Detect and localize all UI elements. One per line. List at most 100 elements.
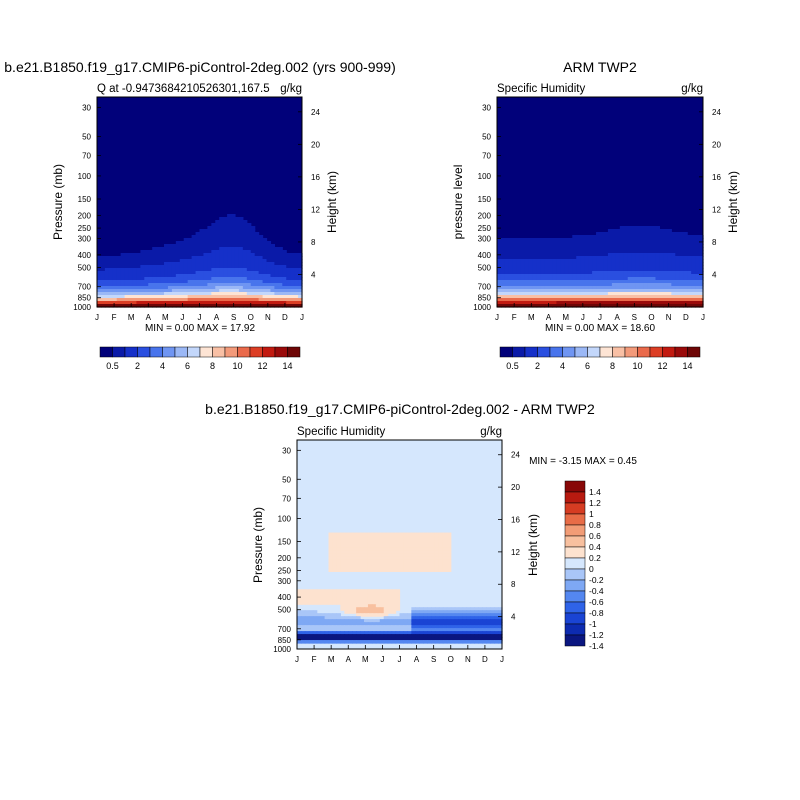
diff-heatmap-cell bbox=[336, 634, 341, 638]
obs-heatmap-cell bbox=[532, 244, 538, 248]
model-heatmap-cell bbox=[112, 286, 118, 290]
model-heatmap-cell bbox=[195, 280, 201, 284]
diff-heatmap-cell bbox=[383, 592, 389, 596]
obs-heatmap-cell bbox=[663, 244, 668, 248]
model-heatmap-cell bbox=[183, 301, 189, 305]
obs-heatmap-cell bbox=[639, 265, 645, 269]
diff-heatmap-cell bbox=[411, 613, 416, 617]
obs-heatmap-cell bbox=[675, 286, 680, 290]
obs-heatmap-cell bbox=[687, 250, 692, 254]
model-heatmap-cell bbox=[234, 241, 240, 245]
obs-heatmap-cell bbox=[540, 238, 546, 242]
model-heatmap-cell bbox=[290, 262, 295, 266]
diff-heatmap-cell bbox=[458, 607, 464, 611]
model-heatmap-cell bbox=[156, 259, 161, 263]
diff-heatmap-cell bbox=[403, 613, 408, 617]
diff-heatmap-cell bbox=[431, 613, 436, 617]
diff-heatmap-cell bbox=[356, 631, 361, 635]
diff-heatmap-cell bbox=[352, 541, 357, 546]
model-heatmap-cell bbox=[152, 286, 157, 290]
diff-heatmap-cell bbox=[450, 625, 456, 629]
diff-heatmap-cell bbox=[431, 622, 436, 626]
diff-heatmap-cell bbox=[297, 619, 302, 623]
model-heatmap-cell bbox=[156, 247, 161, 251]
diff-heatmap-cell bbox=[383, 544, 389, 549]
obs-heatmap-cell bbox=[556, 289, 561, 293]
diff-heatmap-cell bbox=[387, 619, 393, 623]
diff-heatmap-cell bbox=[312, 637, 318, 641]
model-heatmap-cell bbox=[246, 277, 252, 281]
obs-heatmap-cell bbox=[548, 244, 554, 248]
model-y-tick-label: 200 bbox=[78, 211, 92, 220]
diff-heatmap-cell bbox=[367, 544, 373, 549]
obs-heatmap-cell bbox=[635, 253, 641, 257]
model-heatmap-cell bbox=[164, 295, 169, 299]
model-heatmap-cell bbox=[104, 265, 110, 269]
diff-heatmap-cell bbox=[391, 565, 397, 569]
obs-heatmap-cell bbox=[568, 304, 573, 308]
obs-heatmap-cell bbox=[663, 298, 668, 302]
obs-heatmap-cell bbox=[568, 283, 573, 287]
model-heatmap-cell bbox=[246, 232, 252, 236]
diff-x-tick-label: A bbox=[414, 655, 420, 664]
model-heatmap-cell bbox=[164, 298, 169, 302]
obs-heatmap-cell bbox=[504, 289, 510, 293]
obs-heatmap-cell bbox=[544, 259, 550, 263]
model-heatmap-cell bbox=[250, 274, 256, 278]
model-y-tick-label: 250 bbox=[78, 224, 92, 233]
obs-heatmap-cell bbox=[600, 256, 605, 260]
model-heatmap-cell bbox=[171, 253, 177, 257]
model-heatmap-cell bbox=[108, 256, 114, 260]
obs-heatmap-cell bbox=[699, 289, 704, 293]
diff-heatmap-cell bbox=[304, 595, 310, 599]
obs-heatmap-cell bbox=[572, 277, 577, 281]
diff-heatmap-cell bbox=[375, 538, 381, 543]
diff-heatmap-cell bbox=[379, 622, 385, 626]
model-heatmap-cell bbox=[167, 280, 173, 284]
diff-heatmap-cell bbox=[364, 634, 369, 638]
model-heatmap-cell bbox=[223, 298, 228, 302]
obs-heatmap-cell bbox=[508, 304, 514, 308]
obs-heatmap-cell bbox=[679, 271, 684, 275]
diff-heatmap-cell bbox=[415, 547, 420, 552]
obs-heatmap-cell bbox=[524, 289, 530, 293]
model-heatmap-cell bbox=[290, 298, 295, 302]
diff-heatmap-cell bbox=[411, 607, 416, 611]
diff-heatmap-cell bbox=[383, 538, 389, 543]
model-heatmap-cell bbox=[219, 232, 224, 236]
model-heatmap-cell bbox=[211, 226, 216, 230]
diff-heatmap-cell bbox=[371, 547, 377, 552]
model-heatmap-cell bbox=[191, 301, 197, 305]
model-heatmap-cell bbox=[191, 298, 197, 302]
obs-heatmap-cell bbox=[584, 283, 589, 287]
model-heatmap-cell bbox=[124, 283, 130, 287]
obs-heatmap-cell bbox=[679, 259, 684, 263]
diff-heatmap-cell bbox=[478, 631, 483, 635]
obs-heatmap-cell bbox=[631, 226, 637, 230]
model-heatmap-cell bbox=[242, 304, 248, 308]
model-heatmap-cell bbox=[215, 232, 220, 236]
colorbar-label: 12 bbox=[257, 361, 267, 371]
diff-heatmap-cell bbox=[352, 595, 357, 599]
model-heatmap-cell bbox=[227, 241, 232, 245]
obs-heatmap-cell bbox=[544, 262, 550, 266]
diff-heatmap-cell bbox=[391, 535, 397, 540]
obs-heatmap-cell bbox=[548, 304, 554, 308]
diff-heatmap-cell bbox=[360, 562, 365, 566]
diff-heatmap-cell bbox=[312, 640, 318, 644]
model-heatmap-cell bbox=[136, 259, 141, 263]
obs-heatmap-cell bbox=[687, 301, 692, 305]
obs-heatmap-cell bbox=[596, 247, 601, 251]
model-heatmap-cell bbox=[191, 238, 197, 242]
obs-heatmap-cell bbox=[556, 265, 561, 269]
diff-heatmap-cell bbox=[474, 619, 479, 623]
diff-heatmap-cell bbox=[431, 637, 436, 641]
obs-heatmap-cell bbox=[524, 253, 530, 257]
obs-heatmap-cell bbox=[635, 241, 641, 245]
obs-heatmap-cell bbox=[524, 280, 530, 284]
obs-heatmap-cell bbox=[675, 238, 680, 242]
model-heatmap-cell bbox=[136, 280, 141, 284]
obs-heatmap-cell bbox=[643, 277, 649, 281]
diff-heatmap-cell bbox=[367, 538, 373, 543]
obs-heatmap-cell bbox=[516, 253, 522, 257]
